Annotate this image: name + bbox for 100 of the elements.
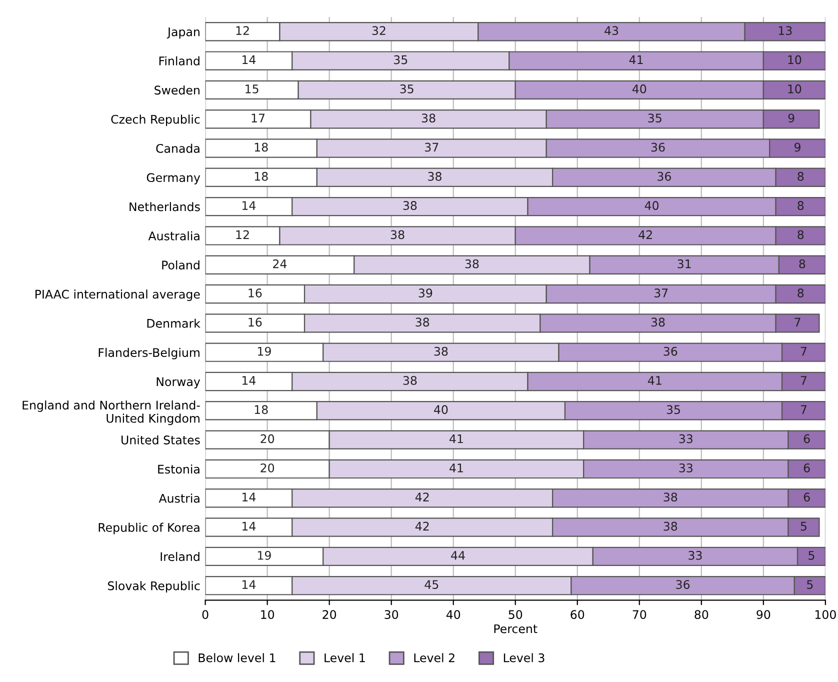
data-label: 6 [804,492,810,502]
data-label: 38 [465,259,479,268]
data-label: 14 [242,201,256,210]
data-label: 18 [254,142,268,152]
data-label: 35 [394,55,408,64]
data-label: 40 [644,201,659,210]
data-label: 41 [629,55,643,64]
y-tick-label: Flanders-Belgium [98,348,200,360]
data-label: 7 [800,346,806,356]
data-label: 17 [252,114,265,122]
y-tick-label: Slovak Republic [108,581,200,593]
y-tick-label: Sweden [154,85,200,95]
x-axis-title: Percent [494,624,538,634]
x-tick-label: 70 [632,610,646,620]
data-label: 33 [679,463,692,472]
data-label: 12 [236,26,249,35]
data-label: 5 [807,580,813,590]
data-label: 32 [372,26,386,36]
data-label: 42 [415,492,429,502]
data-label: 38 [403,376,417,385]
data-label: 8 [799,259,806,268]
data-label: 37 [425,142,438,152]
data-label: 41 [450,434,463,444]
x-tick-label: 30 [384,610,398,620]
y-tick-label: Japan [166,28,200,39]
y-tick-label: Austria [158,494,200,503]
data-label: 38 [403,201,417,210]
x-tick-label: 60 [570,610,584,620]
x-tick-label: 50 [508,610,522,620]
data-label: 9 [794,142,800,152]
y-tick-label: England and Northern Ireland- United Kingdom [22,400,200,426]
data-label: 38 [651,318,665,327]
data-label: 18 [254,405,268,414]
data-label: 6 [804,463,810,472]
data-label: 18 [254,172,268,181]
y-tick-label: Canada [156,144,200,153]
data-label: 14 [242,376,256,385]
data-label: 35 [666,405,680,414]
data-label: 16 [248,318,262,327]
data-label: 45 [424,580,438,590]
y-tick-label: PIAAC international average [36,290,200,301]
data-label: 7 [794,318,800,326]
data-label: 14 [242,55,256,64]
data-label: 38 [416,318,430,327]
y-tick-label: Germany [146,173,200,184]
data-label: 14 [242,492,256,502]
legend-label: Level 3 [504,653,544,662]
data-label: 38 [664,522,678,531]
data-label: 41 [648,376,662,385]
data-label: 36 [651,142,665,152]
legend-label: Level 1 [324,653,365,662]
data-label: 35 [648,114,662,123]
data-label: 8 [798,201,804,210]
data-label: 15 [246,84,258,94]
data-label: 8 [798,230,804,240]
data-label: 14 [242,522,256,531]
data-label: 13 [778,26,792,36]
data-label: 38 [434,346,448,356]
y-tick-label: Netherlands [130,202,200,212]
data-label: 24 [273,259,287,268]
data-label: 20 [260,463,274,472]
data-label: 42 [638,230,652,239]
data-label: 12 [236,230,249,239]
data-label: 36 [658,172,671,181]
x-tick-label: 0 [202,610,208,620]
data-label: 20 [260,434,274,444]
y-tick-label: Poland [162,260,200,270]
data-label: 9 [788,114,794,123]
data-label: 38 [390,230,404,240]
data-label: 36 [664,346,678,356]
data-label: 5 [800,522,806,531]
x-tick-label: 90 [756,610,770,620]
y-tick-label: Estonia [158,464,200,474]
x-tick-label: 100 [815,610,836,620]
y-tick-label: Republic of Korea [98,522,200,534]
data-label: 7 [800,376,806,385]
data-label: 10 [788,55,802,64]
data-label: 14 [242,580,256,589]
data-label: 41 [450,464,463,472]
data-label: 40 [434,405,448,414]
data-label: 8 [798,288,804,298]
data-label: 7 [800,405,806,414]
y-tick-label: Denmark [147,318,200,328]
data-label: 38 [664,492,678,502]
data-label: 5 [808,551,814,560]
data-label: 38 [422,114,436,123]
data-label: 6 [804,434,810,444]
data-label: 38 [428,172,442,181]
data-label: 35 [400,84,414,94]
data-label: 37 [654,288,668,298]
data-label: 31 [678,259,691,268]
data-label: 33 [688,550,702,560]
x-tick-label: 40 [446,610,460,620]
legend-label: Below level 1 [198,653,276,662]
y-tick-label: Norway [156,377,200,388]
y-tick-label: Australia [148,231,200,240]
x-tick-label: 20 [322,610,336,620]
legend-label: Level 2 [414,653,454,662]
x-tick-label: 80 [694,610,708,620]
data-label: 40 [632,84,646,94]
